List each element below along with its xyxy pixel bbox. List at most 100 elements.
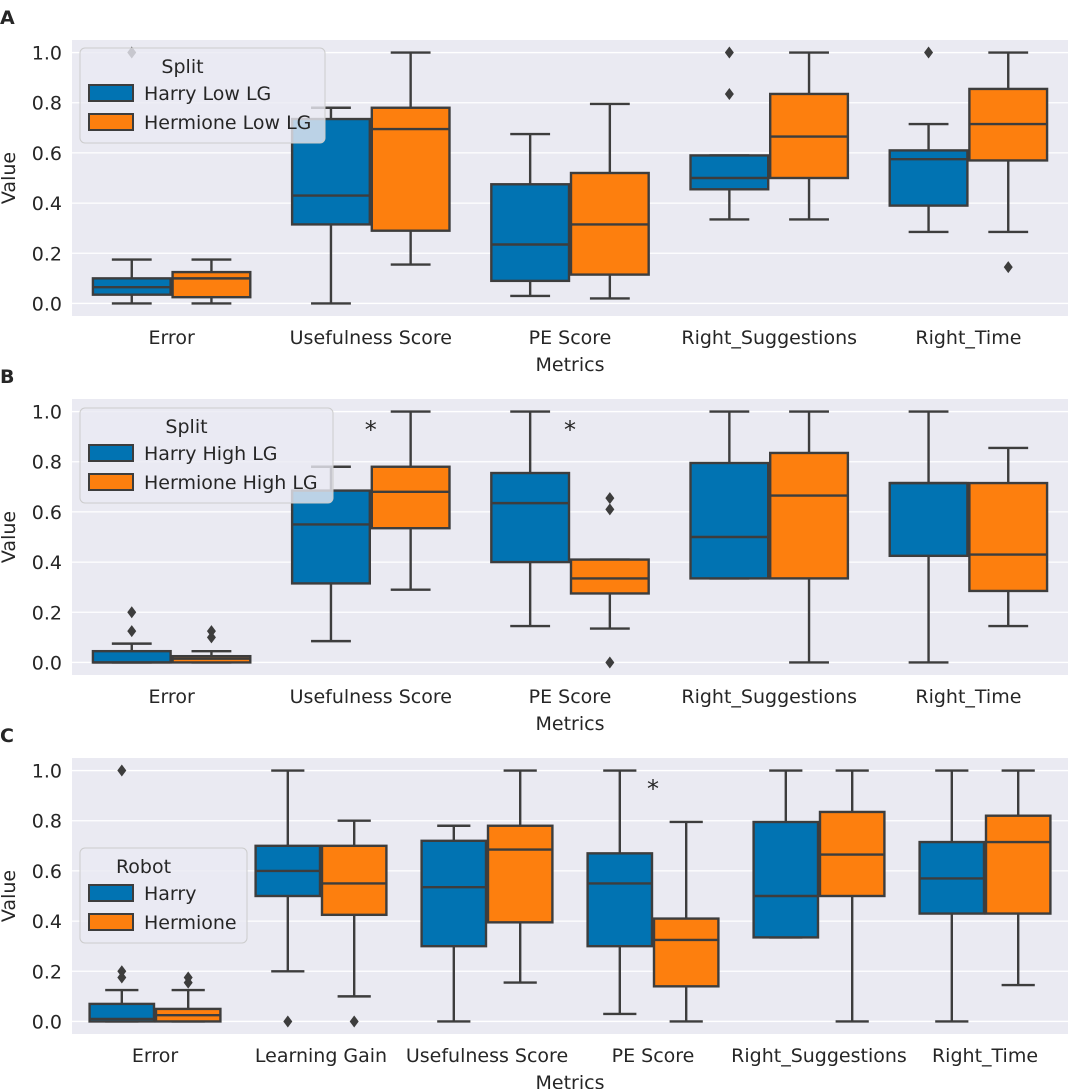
box-hermione-high-lg-usefulness-score xyxy=(370,410,451,591)
y-tick-label: 0.6 xyxy=(32,861,62,883)
legend-title: Split xyxy=(165,416,207,438)
box-iqr xyxy=(689,154,770,191)
x-tick-label: PE Score xyxy=(529,327,612,349)
box-hermione-learning-gain xyxy=(320,819,388,1028)
y-tick-label: 0.0 xyxy=(32,293,62,315)
box-harry-high-lg-right-suggestions xyxy=(689,410,770,580)
x-tick-label: Error xyxy=(132,1045,179,1067)
panel-label: B xyxy=(0,366,14,388)
box-hermione-high-lg-error xyxy=(171,625,252,664)
y-tick-label: 0.4 xyxy=(32,193,62,215)
box-hermione-error xyxy=(154,971,222,1023)
outlier-point xyxy=(605,492,615,505)
x-tick-label: Right_Suggestions xyxy=(681,686,857,708)
legend-label: Harry xyxy=(144,883,196,905)
legend-swatch xyxy=(88,884,134,902)
outlier-point xyxy=(724,87,734,100)
legend-label: Hermione xyxy=(144,912,237,934)
box-harry-learning-gain xyxy=(254,769,322,1028)
x-axis-label: Metrics xyxy=(536,1072,605,1089)
box-iqr xyxy=(586,852,654,948)
box-iqr xyxy=(569,558,650,595)
outlier-point xyxy=(349,1015,359,1028)
x-axis-label: Metrics xyxy=(536,713,605,735)
legend-swatch xyxy=(88,113,134,131)
panel-label: A xyxy=(0,7,15,29)
x-tick-label: Usefulness Score xyxy=(406,1045,568,1067)
y-tick-label: 0.6 xyxy=(32,143,62,165)
box-harry-usefulness-score xyxy=(420,824,488,1023)
x-tick-label: PE Score xyxy=(612,1045,695,1067)
x-tick-label: Usefulness Score xyxy=(290,327,452,349)
outlier-point xyxy=(117,965,127,978)
legend-swatch xyxy=(88,473,134,491)
box-harry-low-lg-pe-score xyxy=(490,132,571,298)
y-axis-label: Value xyxy=(0,511,20,563)
box-hermione-high-lg-right-time xyxy=(968,446,1049,628)
y-tick-label: 0.8 xyxy=(32,811,62,833)
box-iqr xyxy=(968,481,1049,593)
y-tick-label: 0.2 xyxy=(32,602,62,624)
outlier-point xyxy=(283,1015,293,1028)
box-hermione-usefulness-score xyxy=(486,769,554,984)
box-iqr xyxy=(88,1002,156,1023)
box-harry-high-lg-pe-score xyxy=(490,410,571,628)
y-tick-label: 0.0 xyxy=(32,1011,62,1033)
outlier-point xyxy=(127,625,137,638)
box-hermione-low-lg-pe-score xyxy=(569,102,650,300)
box-harry-right-suggestions xyxy=(752,769,820,939)
y-tick-label: 0.6 xyxy=(32,502,62,524)
box-iqr xyxy=(171,270,252,299)
x-tick-label: Right_Suggestions xyxy=(731,1045,907,1067)
x-tick-label: Right_Time xyxy=(915,686,1021,708)
y-tick-label: 1.0 xyxy=(32,43,62,65)
box-harry-high-lg-error xyxy=(91,606,172,664)
legend-label: Hermione High LG xyxy=(144,472,318,494)
box-iqr xyxy=(490,471,571,564)
x-tick-label: Usefulness Score xyxy=(290,686,452,708)
outlier-point xyxy=(206,625,216,638)
legend: Split Harry High LG Hermione High LG xyxy=(79,407,334,504)
box-iqr xyxy=(486,824,554,924)
box-iqr xyxy=(370,106,451,232)
box-iqr xyxy=(420,839,488,948)
outlier-point xyxy=(127,606,137,619)
y-tick-label: 0.8 xyxy=(32,452,62,474)
box-harry-right-time xyxy=(918,769,986,1023)
legend: Split Harry Low LG Hermione Low LG xyxy=(79,47,326,144)
box-hermione-low-lg-error xyxy=(171,258,252,305)
panel-label: C xyxy=(0,725,14,747)
chart-panel-b: B 0.0 0.2 0.4 0.6 0.8 1.0 Value Error Usefulness … xyxy=(0,366,1068,735)
box-iqr xyxy=(689,461,770,580)
significance-marker: * xyxy=(365,416,377,444)
box-iqr xyxy=(370,465,451,530)
legend-swatch xyxy=(88,444,134,462)
y-tick-label: 0.8 xyxy=(32,93,62,115)
outlier-point xyxy=(117,764,127,777)
box-iqr xyxy=(320,844,388,917)
box-iqr xyxy=(290,117,371,226)
x-tick-label: Right_Suggestions xyxy=(681,327,857,349)
y-axis-label: Value xyxy=(0,152,20,204)
box-hermione-right-suggestions xyxy=(818,769,886,1023)
box-iqr xyxy=(984,814,1052,915)
box-harry-low-lg-usefulness-score xyxy=(290,106,371,305)
box-iqr xyxy=(769,451,850,580)
significance-marker: * xyxy=(564,416,576,444)
outlier-point xyxy=(183,971,193,984)
x-tick-label: PE Score xyxy=(529,686,612,708)
chart-panel-a: A 0.0 0.2 0.4 0.6 0.8 1.0 Value Error Usefulness … xyxy=(0,7,1068,376)
chart-panel-c: C 0.0 0.2 0.4 0.6 0.8 1.0 Value Error Learning Ga… xyxy=(0,725,1068,1089)
y-tick-label: 0.2 xyxy=(32,243,62,265)
outlier-point xyxy=(1003,261,1013,274)
box-harry-high-lg-usefulness-score xyxy=(290,465,371,643)
outlier-point xyxy=(724,46,734,59)
box-iqr xyxy=(888,481,969,558)
box-iqr xyxy=(91,649,172,664)
x-tick-label: Right_Time xyxy=(915,327,1021,349)
y-tick-label: 0.4 xyxy=(32,911,62,933)
y-tick-label: 0.0 xyxy=(32,652,62,674)
box-iqr xyxy=(490,183,571,283)
box-harry-low-lg-right-time xyxy=(888,46,969,234)
